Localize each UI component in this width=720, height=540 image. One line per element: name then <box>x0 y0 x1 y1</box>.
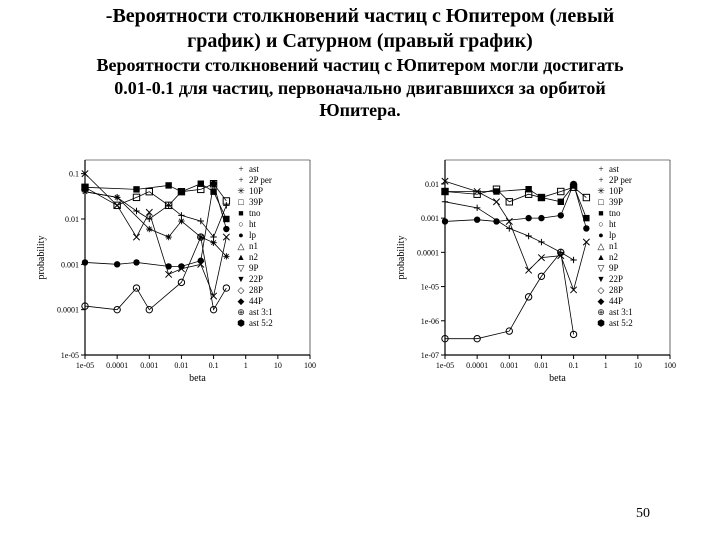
svg-text:0.001: 0.001 <box>421 214 439 223</box>
svg-text:0.0001: 0.0001 <box>57 305 79 314</box>
legend-item: ⊕ast 3:1 <box>236 307 273 318</box>
svg-text:1e-05: 1e-05 <box>76 361 94 370</box>
svg-text:1e-05: 1e-05 <box>61 351 79 360</box>
title: -Вероятности столкновений частиц с Юпите… <box>0 0 720 54</box>
svg-text:probability: probability <box>396 235 407 279</box>
legend-item: ●lp <box>236 230 273 241</box>
svg-text:0.0001: 0.0001 <box>417 248 439 257</box>
legend-item: ▼22P <box>236 274 273 285</box>
legend-item: ▽9P <box>236 263 273 274</box>
subtitle: Вероятности столкновений частиц с Юпитер… <box>0 54 720 122</box>
svg-text:probability: probability <box>36 235 47 279</box>
legend-item: ▲n2 <box>596 252 633 263</box>
legend-item: △n1 <box>236 241 273 252</box>
charts-row: 1e-05 0.0001 0.001 0.01 0.1 1 10 100 1e-05 0.0001… <box>0 150 720 385</box>
legend-item: ▽9P <box>596 263 633 274</box>
svg-text:1e-05: 1e-05 <box>421 282 439 291</box>
legend-item: ⊕ast 3:1 <box>596 307 633 318</box>
svg-text:1: 1 <box>244 361 248 370</box>
legend-item: △n1 <box>596 241 633 252</box>
svg-text:0.1: 0.1 <box>69 169 79 178</box>
svg-text:0.001: 0.001 <box>140 361 158 370</box>
legend-item: ■tno <box>236 208 273 219</box>
legend-item: □39P <box>596 197 633 208</box>
legend-item: ✳10P <box>596 186 633 197</box>
legend-item: ⬢ast 5:2 <box>596 318 633 329</box>
legend-item: ◇28P <box>596 285 633 296</box>
legend-item: ○ht <box>236 219 273 230</box>
svg-text:1: 1 <box>604 361 608 370</box>
legend-item: +ast <box>236 164 273 175</box>
svg-text:0.0001: 0.0001 <box>466 361 488 370</box>
legend-item: □39P <box>236 197 273 208</box>
sub-line2: 0.01-0.1 для частиц, первоначально двига… <box>114 78 606 98</box>
title-line1: -Вероятности столкновений частиц с Юпите… <box>106 5 614 27</box>
svg-text:0.01: 0.01 <box>425 179 439 188</box>
jupiter-chart: 1e-05 0.0001 0.001 0.01 0.1 1 10 100 1e-05 0.0001… <box>30 150 330 385</box>
legend-item: ◇28P <box>236 285 273 296</box>
legend-item: ⬢ast 5:2 <box>236 318 273 329</box>
svg-text:0.001: 0.001 <box>500 361 518 370</box>
legend-item: ▼22P <box>596 274 633 285</box>
svg-text:10: 10 <box>274 361 282 370</box>
saturn-chart: 1e-05 0.0001 0.001 0.01 0.1 1 10 100 1e-07 1e-06 1… <box>390 150 690 385</box>
sub-line3: Юпитера. <box>319 100 400 120</box>
sub-line1: Вероятности столкновений частиц с Юпитер… <box>96 55 623 75</box>
svg-text:0.1: 0.1 <box>209 361 219 370</box>
svg-text:1e-05: 1e-05 <box>436 361 454 370</box>
page-number: 50 <box>636 506 650 522</box>
legend-item: +ast <box>596 164 633 175</box>
legend-item: ○ht <box>596 219 633 230</box>
title-line2: график) и Сатурном (правый график) <box>187 30 533 52</box>
legend-item: ●lp <box>596 230 633 241</box>
legend-item: +2P per <box>596 175 633 186</box>
svg-text:1e-07: 1e-07 <box>421 351 439 360</box>
legend-item: +2P per <box>236 175 273 186</box>
legend-item: ✳10P <box>236 186 273 197</box>
svg-text:0.01: 0.01 <box>65 214 79 223</box>
svg-text:0.01: 0.01 <box>174 361 188 370</box>
svg-text:0.0001: 0.0001 <box>106 361 128 370</box>
legend-item: ▲n2 <box>236 252 273 263</box>
svg-text:10: 10 <box>634 361 642 370</box>
svg-text:0.001: 0.001 <box>61 260 79 269</box>
svg-text:1e-06: 1e-06 <box>421 316 439 325</box>
svg-text:beta: beta <box>549 373 566 384</box>
svg-text:100: 100 <box>304 361 316 370</box>
legend-item: ◆44P <box>236 296 273 307</box>
legend-item: ◆44P <box>596 296 633 307</box>
svg-text:beta: beta <box>189 373 206 384</box>
legend-item: ■tno <box>596 208 633 219</box>
svg-text:100: 100 <box>664 361 676 370</box>
svg-text:0.01: 0.01 <box>534 361 548 370</box>
svg-text:0.1: 0.1 <box>569 361 579 370</box>
